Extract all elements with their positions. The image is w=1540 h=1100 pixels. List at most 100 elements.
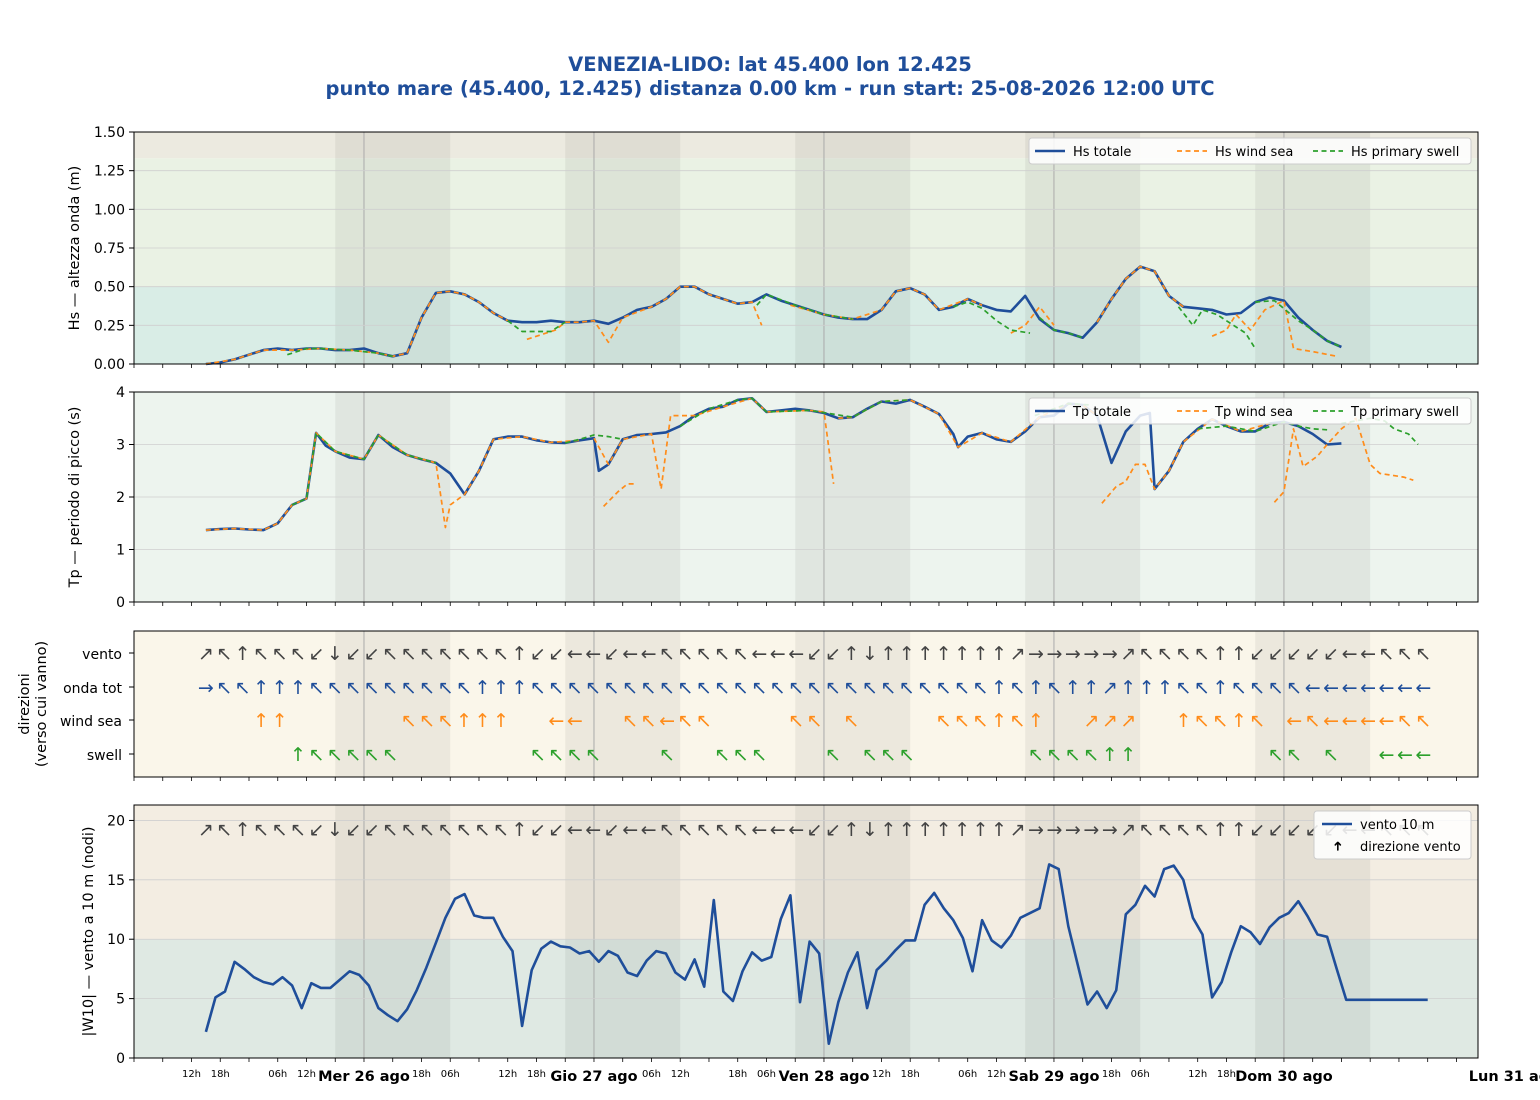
wind-direction-arrow: ↖	[678, 819, 694, 841]
direction-arrow: ↑	[1102, 744, 1118, 766]
direction-arrow: ↖	[788, 677, 804, 699]
direction-arrow: ↑	[991, 643, 1007, 665]
panel-tp: 0 1 2 3 4 Tp — periodo di picco (s) Tp totale T…	[67, 385, 1479, 611]
direction-arrow: ↑	[272, 710, 288, 732]
series-line-hs-wind-sea	[1096, 265, 1184, 323]
direction-arrow: ↑	[1212, 643, 1228, 665]
direction-arrow: ←	[641, 643, 657, 665]
y-tick-label: 3	[116, 438, 125, 454]
direction-arrow: ↖	[1212, 710, 1228, 732]
panel-frame	[133, 804, 1479, 1059]
wind-direction-arrow: ↖	[456, 819, 472, 841]
x-hour-label: 12h	[297, 1069, 316, 1080]
direction-arrow: ↖	[1397, 643, 1413, 665]
wind-direction-arrow: ↙	[364, 819, 380, 841]
legend-box	[1028, 397, 1472, 425]
panel-frame	[133, 391, 1479, 603]
direction-arrow: ↖	[475, 643, 491, 665]
wind-direction-arrow: ↑	[899, 819, 915, 841]
wind-direction-arrow: ↙	[345, 819, 361, 841]
direction-arrow: ↖	[825, 677, 841, 699]
x-day-label: Sab 29 ago	[1008, 1069, 1099, 1085]
direction-arrow: ↖	[696, 710, 712, 732]
y-tick-label: 10	[107, 932, 125, 948]
direction-arrow: ←	[1342, 643, 1358, 665]
direction-arrow: ↖	[1176, 677, 1192, 699]
wind-direction-arrow: ↖	[1157, 819, 1173, 841]
wind-direction-arrow: ↑	[991, 819, 1007, 841]
wind-direction-arrow: ↙	[825, 819, 841, 841]
night-shade	[565, 631, 681, 777]
direction-arrow: ↖	[364, 744, 380, 766]
legend-label: Hs totale	[1073, 145, 1131, 160]
y-tick-label: 0.25	[94, 318, 125, 334]
wind-direction-arrow: ↖	[1176, 819, 1192, 841]
wind-direction-arrow: ↖	[419, 819, 435, 841]
direction-arrow: ↖	[936, 677, 952, 699]
direction-arrow: ↖	[530, 744, 546, 766]
value-band	[134, 158, 1478, 287]
x-hour-label: 12h	[872, 1069, 891, 1080]
direction-arrow: ↖	[345, 677, 361, 699]
direction-arrow: ←	[548, 710, 564, 732]
direction-arrow: ↖	[438, 677, 454, 699]
direction-arrow: ↖	[825, 744, 841, 766]
series-line-tp-wind-sea	[593, 397, 835, 490]
legend-label: Hs primary swell	[1351, 145, 1459, 160]
direction-arrow: ↙	[1249, 643, 1265, 665]
night-shade	[335, 631, 451, 777]
wind-direction-arrow: ↖	[475, 819, 491, 841]
direction-arrow: ↖	[917, 677, 933, 699]
direction-arrow: ↖	[1231, 677, 1247, 699]
y-tick-label: 1.00	[94, 202, 125, 218]
y-tick-label: 1	[116, 543, 125, 559]
direction-arrow: ↗	[1102, 710, 1118, 732]
direction-arrow: ↖	[419, 643, 435, 665]
x-hour-label: 06h	[757, 1069, 776, 1080]
chart-panels: 0.00 0.25 0.50 0.75 1.00 1.25 1.50 Hs — altezza…	[17, 125, 1540, 1085]
direction-arrow: ←	[1379, 710, 1395, 732]
direction-arrow: ↖	[438, 643, 454, 665]
direction-arrow: ↖	[382, 744, 398, 766]
direction-arrow: ↑	[991, 710, 1007, 732]
direction-arrow: ↖	[1083, 744, 1099, 766]
direction-arrow: ↙	[825, 643, 841, 665]
night-shade	[1255, 631, 1371, 777]
x-hour-label: 18h	[728, 1069, 747, 1080]
direction-arrow: ←	[1342, 710, 1358, 732]
panel-frame	[133, 131, 1479, 365]
wind-direction-arrow: ↑	[1212, 819, 1228, 841]
wind-direction-arrow: ↓	[327, 819, 343, 841]
direction-arrow: ↖	[733, 643, 749, 665]
direction-arrow: ↓	[327, 643, 343, 665]
wind-direction-arrow: ↙	[530, 819, 546, 841]
direction-arrow: ↖	[1194, 677, 1210, 699]
direction-arrow: ↖	[714, 744, 730, 766]
direction-arrow: ↖	[973, 710, 989, 732]
direction-arrow: ↖	[1305, 710, 1321, 732]
direction-arrow: ↖	[862, 744, 878, 766]
wind-direction-arrow: ←	[567, 819, 583, 841]
direction-arrow: ↖	[604, 677, 620, 699]
direction-arrow: ↖	[696, 643, 712, 665]
direction-arrow: ↑	[1176, 710, 1192, 732]
wind-direction-arrow: ↙	[807, 819, 823, 841]
wind-direction-arrow: ←	[770, 819, 786, 841]
direction-arrow: ↖	[493, 643, 509, 665]
wind-direction-arrow: ←	[622, 819, 638, 841]
x-hour-label: 06h	[642, 1069, 661, 1080]
direction-arrow: ↑	[973, 643, 989, 665]
direction-arrow: ↖	[456, 677, 472, 699]
direction-arrow: ←	[567, 710, 583, 732]
legend-label: Tp wind sea	[1214, 405, 1293, 420]
x-axis-labels: 12h 18h 06h 12h 18h 06h 12h 18h 06h 12h 18h 06h 12h 1…	[182, 1069, 1540, 1085]
x-hour-label: 18h	[527, 1069, 546, 1080]
direction-arrow: ←	[1323, 710, 1339, 732]
direction-arrow: →	[1028, 643, 1044, 665]
direction-arrow: →	[1046, 643, 1062, 665]
direction-arrow: ↖	[807, 677, 823, 699]
wind-direction-arrow: ↑	[512, 819, 528, 841]
series-line-tp-primary-swell	[564, 434, 623, 444]
direction-arrow: ↑	[1120, 677, 1136, 699]
